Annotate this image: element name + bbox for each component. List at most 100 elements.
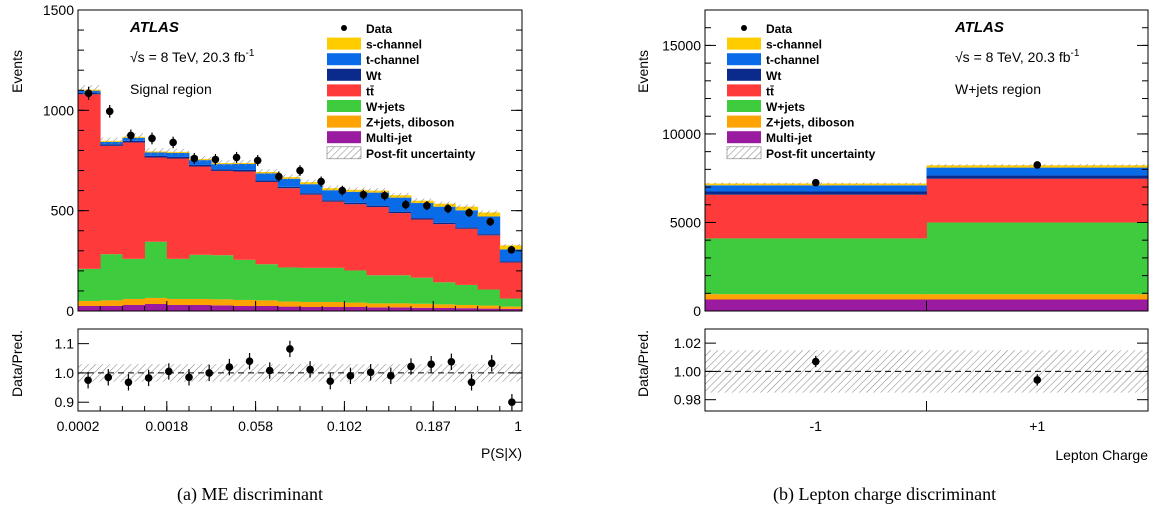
histogram-bar [705, 185, 927, 192]
histogram-bar [433, 224, 456, 283]
legend-label: Multi-jet [366, 131, 412, 145]
histogram-bar [233, 259, 256, 300]
histogram-bar [322, 200, 345, 202]
ratio-point [447, 358, 456, 366]
histogram-bar [322, 190, 345, 201]
caption-a: (a) ME discriminant [177, 484, 323, 504]
legend-label: s-channel [366, 38, 422, 52]
histogram-bar [233, 299, 256, 306]
x-tick-label: +1 [1029, 418, 1045, 434]
histogram-bar [233, 169, 256, 172]
histogram-bar [277, 186, 301, 189]
uncertainty-band [455, 204, 478, 209]
legend-label: t-channel [766, 53, 819, 67]
legend-label: t-channel [366, 53, 419, 67]
histogram-bar [477, 235, 501, 290]
ratio-y-axis-label: Data/Pred. [9, 330, 25, 397]
ratio-point [245, 357, 254, 366]
histogram-bar [300, 184, 323, 194]
ratio-point [387, 372, 395, 380]
histogram-bar [166, 158, 190, 259]
histogram-bar [277, 178, 301, 187]
histogram-bar [499, 298, 523, 307]
series-z-jets-diboson [705, 294, 1149, 300]
uncertainty-band [477, 210, 500, 215]
histogram-bar [78, 300, 101, 306]
histogram-bar [477, 234, 501, 236]
histogram-bar [277, 188, 301, 268]
histogram-bar [926, 222, 1149, 295]
panel-b: 0 5000 10000 15000 Events ATLAS √s = 8 TeV, 20… [635, 9, 1149, 463]
uncertainty-band [189, 156, 212, 163]
histogram-bar [189, 164, 212, 167]
legend-swatch [727, 131, 761, 144]
ratio-y-tick-label: 1.00 [674, 363, 701, 379]
ratio-point [346, 372, 355, 380]
ratio-y-tick-label: 0.9 [55, 394, 75, 410]
histogram-bar [122, 258, 145, 299]
ratio-y-tick-label: 1.0 [55, 365, 75, 381]
legend-swatch [327, 100, 361, 112]
histogram-bar [144, 241, 168, 298]
histogram-bar [477, 216, 501, 235]
ratio-point [286, 345, 294, 353]
energy-label: √s = 8 TeV, 20.3 fb-1 [955, 48, 1080, 65]
histogram-bar [433, 304, 456, 308]
y-tick-label: 5000 [670, 214, 701, 230]
y-axis-label: Events [9, 50, 25, 93]
histogram-bar [144, 303, 168, 311]
histogram-bar [144, 155, 168, 158]
histogram-bar [411, 218, 434, 220]
uncertainty-band [433, 201, 456, 206]
ratio-point [265, 366, 274, 375]
histogram-bar [433, 307, 456, 311]
histogram-bar [322, 301, 345, 307]
y-tick-label: 0 [66, 303, 74, 319]
histogram-bar [189, 298, 212, 305]
x-tick-label: 0.102 [327, 418, 362, 434]
data-point [380, 191, 389, 200]
histogram-bar [477, 308, 501, 311]
histogram-bar [344, 202, 367, 205]
uncertainty-band [366, 188, 389, 194]
ratio-point [84, 376, 92, 385]
histogram-bar [705, 299, 927, 311]
histogram-bar [705, 194, 927, 239]
histogram-bar [255, 300, 279, 306]
legend-swatch [327, 115, 361, 128]
data-point [105, 107, 114, 116]
histogram-bar [499, 306, 523, 309]
histogram-bar [100, 300, 123, 306]
legend-swatch [727, 68, 761, 81]
histogram-bar [189, 254, 212, 299]
ratio-point [811, 357, 820, 366]
histogram-bar [122, 304, 145, 311]
uncertainty-band [144, 148, 167, 155]
series-t-channel [705, 167, 1149, 192]
histogram-bar [411, 307, 434, 311]
histogram-bar [388, 303, 412, 308]
histogram-bar [455, 227, 478, 229]
legend-swatch [727, 84, 761, 97]
legend-label: W+jets [366, 100, 405, 114]
legend-label: Post-fit uncertainty [366, 147, 476, 161]
histogram-bar [705, 191, 927, 195]
histogram-bar [211, 170, 234, 256]
histogram-bar [477, 289, 501, 306]
histogram-bar [78, 94, 101, 269]
ratio-point [104, 373, 113, 382]
legend-label: tt̄ [766, 84, 774, 98]
histogram-bar [211, 255, 234, 300]
ratio-point [225, 363, 234, 371]
y-tick-label: 15000 [662, 37, 701, 53]
histogram-bar [366, 205, 390, 208]
histogram-bar [211, 164, 234, 170]
y-tick-label: 1000 [43, 102, 74, 118]
histogram-bar [499, 308, 523, 311]
histogram-bar [344, 270, 367, 303]
ratio-point [205, 369, 213, 377]
data-point [169, 138, 177, 147]
uncertainty-band [166, 148, 189, 156]
data-point [190, 154, 199, 163]
